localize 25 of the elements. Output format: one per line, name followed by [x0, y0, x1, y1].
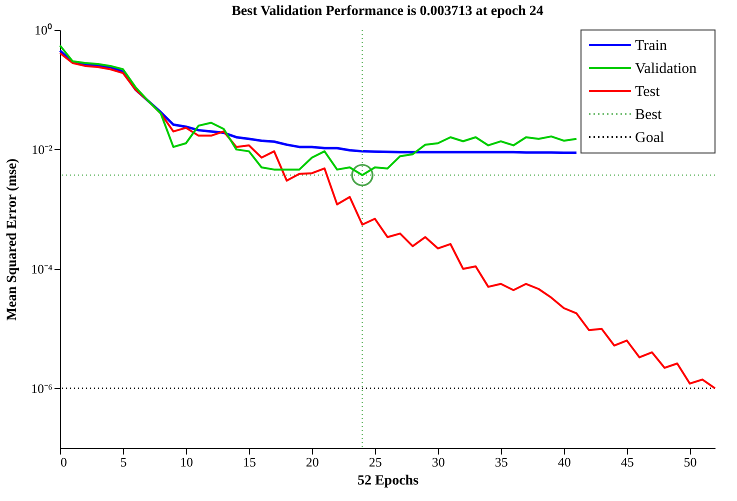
x-tick-label: 20 — [306, 454, 319, 470]
legend-label: Validation — [635, 61, 698, 77]
x-tick-label: 50 — [684, 454, 697, 470]
x-tick-label: 15 — [242, 454, 256, 470]
x-tick-label: 0 — [60, 454, 67, 470]
x-tick-label: 25 — [368, 454, 382, 470]
x-tick-label: 5 — [120, 454, 127, 470]
legend-label: Goal — [635, 130, 664, 146]
x-tick-label: 35 — [494, 454, 508, 470]
legend-label: Best — [635, 107, 662, 123]
chart-title: Best Validation Performance is 0.003713 at epoch 24 — [232, 4, 544, 19]
x-tick-label: 45 — [620, 454, 634, 470]
legend-label: Test — [635, 84, 661, 100]
x-tick-label: 30 — [432, 454, 445, 470]
y-tick-label: 10⁻⁶ — [30, 380, 52, 396]
y-axis-title: Mean Squared Error (mse) — [4, 158, 20, 321]
line-series — [59, 52, 716, 390]
x-axis-title: 52 Epochs — [357, 474, 420, 488]
line-series — [59, 44, 578, 176]
legend-label: Train — [635, 38, 668, 54]
x-tick-label: 40 — [558, 454, 571, 470]
y-tick-label: 10⁻² — [32, 142, 53, 157]
x-tick-label: 10 — [180, 454, 193, 470]
y-tick-label: 10⁻⁴ — [30, 261, 53, 276]
y-tick-label: 10⁰ — [34, 22, 52, 38]
